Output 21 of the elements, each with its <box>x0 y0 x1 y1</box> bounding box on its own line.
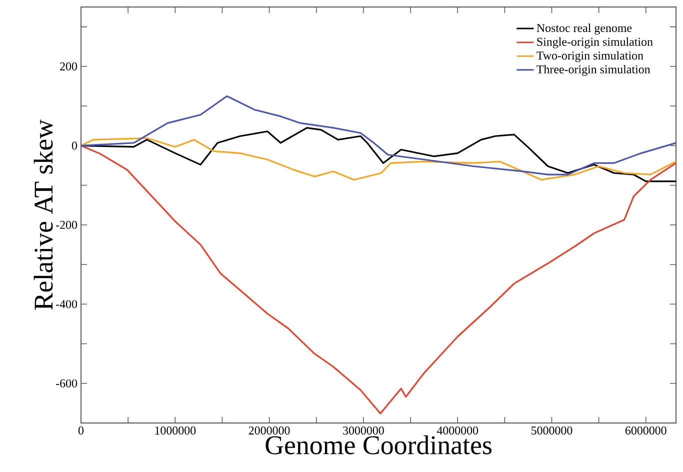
line-series <box>81 137 676 181</box>
x-tick-label: 2000000 <box>248 426 290 435</box>
legend-label: Two-origin simulation <box>536 51 644 62</box>
x-tick-label: 1000000 <box>155 426 196 435</box>
legend-label: Three-origin simulation <box>536 64 650 76</box>
x-tick-label: 0 <box>78 426 84 435</box>
y-tick-label: -200 <box>56 220 78 229</box>
y-tick-label: 200 <box>60 62 78 70</box>
y-axis-title: Relative AT skew <box>34 119 53 310</box>
y-tick-label: 0 <box>72 142 78 150</box>
y-tick-label: -400 <box>56 300 78 308</box>
x-tick-label: 6000000 <box>625 426 666 435</box>
x-axis-title: Genome Coordinates <box>266 435 492 454</box>
line-series <box>81 144 676 414</box>
x-tick-label: 5000000 <box>532 426 572 435</box>
x-tick-label: 4000000 <box>436 426 478 435</box>
y-tick-label: -600 <box>56 379 78 388</box>
legend-label: Nostoc real genome <box>536 24 632 35</box>
legend-label: Single-origin simulation <box>537 37 653 48</box>
x-tick-label: 3000000 <box>343 426 384 435</box>
line-series <box>81 95 676 176</box>
